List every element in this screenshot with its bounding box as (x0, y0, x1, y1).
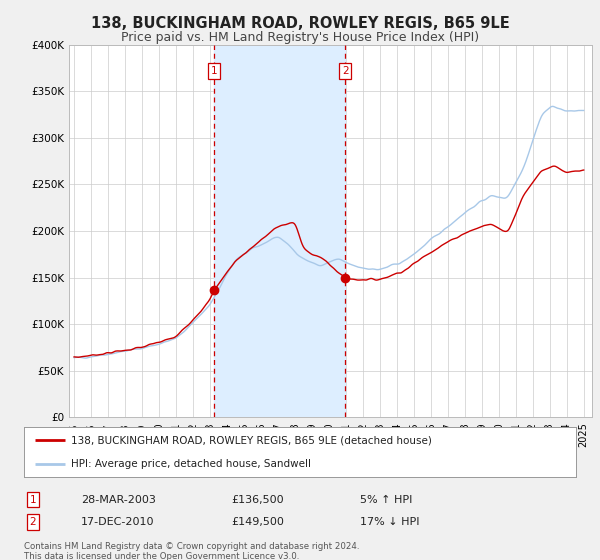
Text: £149,500: £149,500 (231, 517, 284, 527)
Text: Contains HM Land Registry data © Crown copyright and database right 2024.: Contains HM Land Registry data © Crown c… (24, 542, 359, 551)
Text: 138, BUCKINGHAM ROAD, ROWLEY REGIS, B65 9LE: 138, BUCKINGHAM ROAD, ROWLEY REGIS, B65 … (91, 16, 509, 31)
Text: 138, BUCKINGHAM ROAD, ROWLEY REGIS, B65 9LE (detached house): 138, BUCKINGHAM ROAD, ROWLEY REGIS, B65 … (71, 435, 432, 445)
Text: 2: 2 (342, 66, 349, 76)
Text: 1: 1 (29, 494, 37, 505)
Text: Price paid vs. HM Land Registry's House Price Index (HPI): Price paid vs. HM Land Registry's House … (121, 31, 479, 44)
Text: £136,500: £136,500 (231, 494, 284, 505)
Bar (214, 45, 345, 417)
Text: 5% ↑ HPI: 5% ↑ HPI (360, 494, 412, 505)
Text: 17-DEC-2010: 17-DEC-2010 (81, 517, 155, 527)
Text: This data is licensed under the Open Government Licence v3.0.: This data is licensed under the Open Gov… (24, 552, 299, 560)
Text: 28-MAR-2003: 28-MAR-2003 (81, 494, 156, 505)
Text: 1: 1 (211, 66, 217, 76)
Text: HPI: Average price, detached house, Sandwell: HPI: Average price, detached house, Sand… (71, 459, 311, 469)
Text: 17% ↓ HPI: 17% ↓ HPI (360, 517, 419, 527)
Text: 2: 2 (29, 517, 37, 527)
